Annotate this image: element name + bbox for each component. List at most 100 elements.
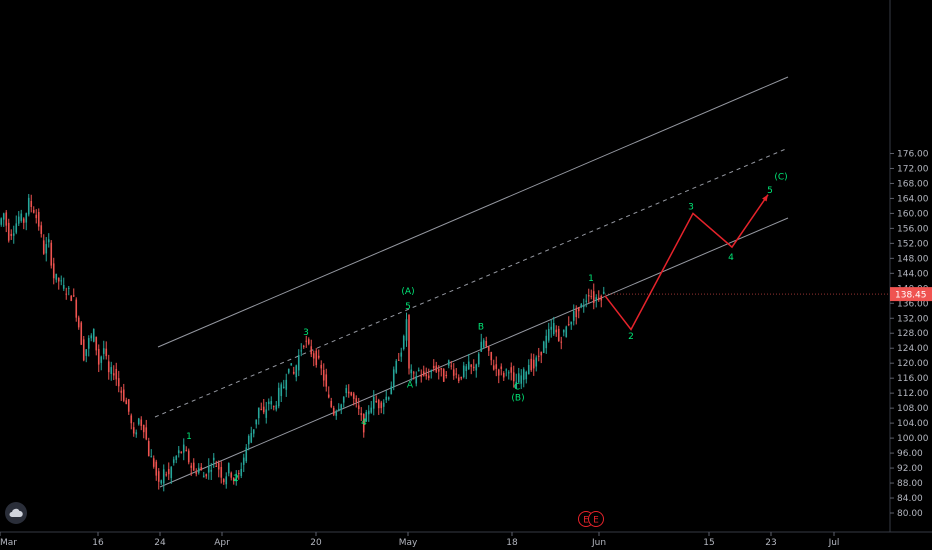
candle-body [287,368,290,373]
candle-body [550,326,553,330]
candle-body [382,402,385,407]
candle-body [105,348,108,357]
price-channel [154,76,789,488]
candle-body [285,379,288,390]
wave-label: (A) [401,287,414,297]
candle-body [430,370,433,373]
candle-body [305,340,308,342]
candle-body [97,348,100,365]
wave-label: 3 [688,203,694,213]
candle-body [432,365,435,369]
candle-body [500,366,503,369]
candle-body [50,242,53,266]
candle-body [192,462,195,471]
candle-body [260,408,263,410]
candle-body [185,449,188,451]
candle-body [467,361,470,370]
candle-body [460,376,463,379]
candle-body [100,356,103,363]
candle-body [445,374,448,377]
candle-body [205,474,208,477]
candle-body [132,427,135,434]
candle-body [367,410,370,415]
candle-body [602,291,605,294]
candle-body [92,328,95,342]
candle-body [147,441,150,457]
candle-body [250,433,253,443]
candle-body [162,469,165,484]
candle-body [10,233,13,236]
candle-body [95,336,98,351]
candle-body [352,393,355,399]
candle-body [520,375,523,384]
wave-label: C [514,382,520,392]
candle-body [577,307,580,312]
candle-body [262,406,265,413]
candle-body [282,386,285,388]
candle-body [345,388,348,394]
candle-body [420,374,423,377]
candle-body [547,328,550,341]
time-tick-label: May [399,538,418,548]
candle-body [312,353,315,359]
price-axis[interactable]: 80.00 84.00 88.00 92.00 96.00 100.00 104.00 108… [889,0,929,532]
candle-body [545,335,548,349]
candle-body [237,473,240,475]
tradingview-logo[interactable] [5,502,27,524]
candle-body [408,314,410,369]
candle-body [412,372,415,374]
candle-body [210,469,213,472]
candle-body [220,466,223,478]
candle-body [377,399,380,409]
candle-body [542,341,545,353]
candle-body [567,324,570,326]
channel-upper-line [157,76,789,348]
candle-body [587,295,590,297]
candle-body [425,374,428,377]
candle-body [480,341,483,352]
candle-body [310,346,313,355]
candle-body [522,369,525,380]
candle-body [197,467,200,473]
candle-body [590,296,593,298]
candle-body [435,365,438,372]
wave-label: 5 [405,302,411,312]
candle-body [370,407,373,413]
candle-body [330,400,333,407]
candle-body [230,472,233,478]
candle-body [222,479,225,483]
candle-body [597,297,600,300]
candle-body [302,345,305,347]
candle-body [355,398,358,403]
candle-body [515,381,518,389]
candle-body [170,467,173,479]
candle-body [322,369,325,381]
price-tick-label: 92.00 [897,464,923,474]
candle-body [585,300,588,302]
time-tick-label: 18 [506,538,518,548]
candle-body [532,359,535,369]
candle-body [227,463,230,474]
candle-body [595,297,598,301]
wave-label: 1 [186,432,192,442]
time-axis[interactable]: Mar 16 24 Apr 20 May 18 Jun 15 23 Jul [0,531,932,548]
price-tick-label: 88.00 [897,479,923,489]
price-tick-label: 172.00 [897,164,929,174]
earnings-marker [588,511,604,527]
candle-body [242,457,245,465]
candle-body [517,373,520,383]
candle-body [527,364,530,375]
candle-body [122,389,125,401]
candle-body [290,363,293,366]
price-tick-label: 136.00 [897,299,929,309]
candle-body [570,321,573,325]
candle-body [202,475,205,478]
candle-body [380,402,383,409]
candle-body [365,412,368,422]
candle-body [240,468,243,476]
candle-body [270,401,273,405]
wave-label: 5 [767,186,773,196]
